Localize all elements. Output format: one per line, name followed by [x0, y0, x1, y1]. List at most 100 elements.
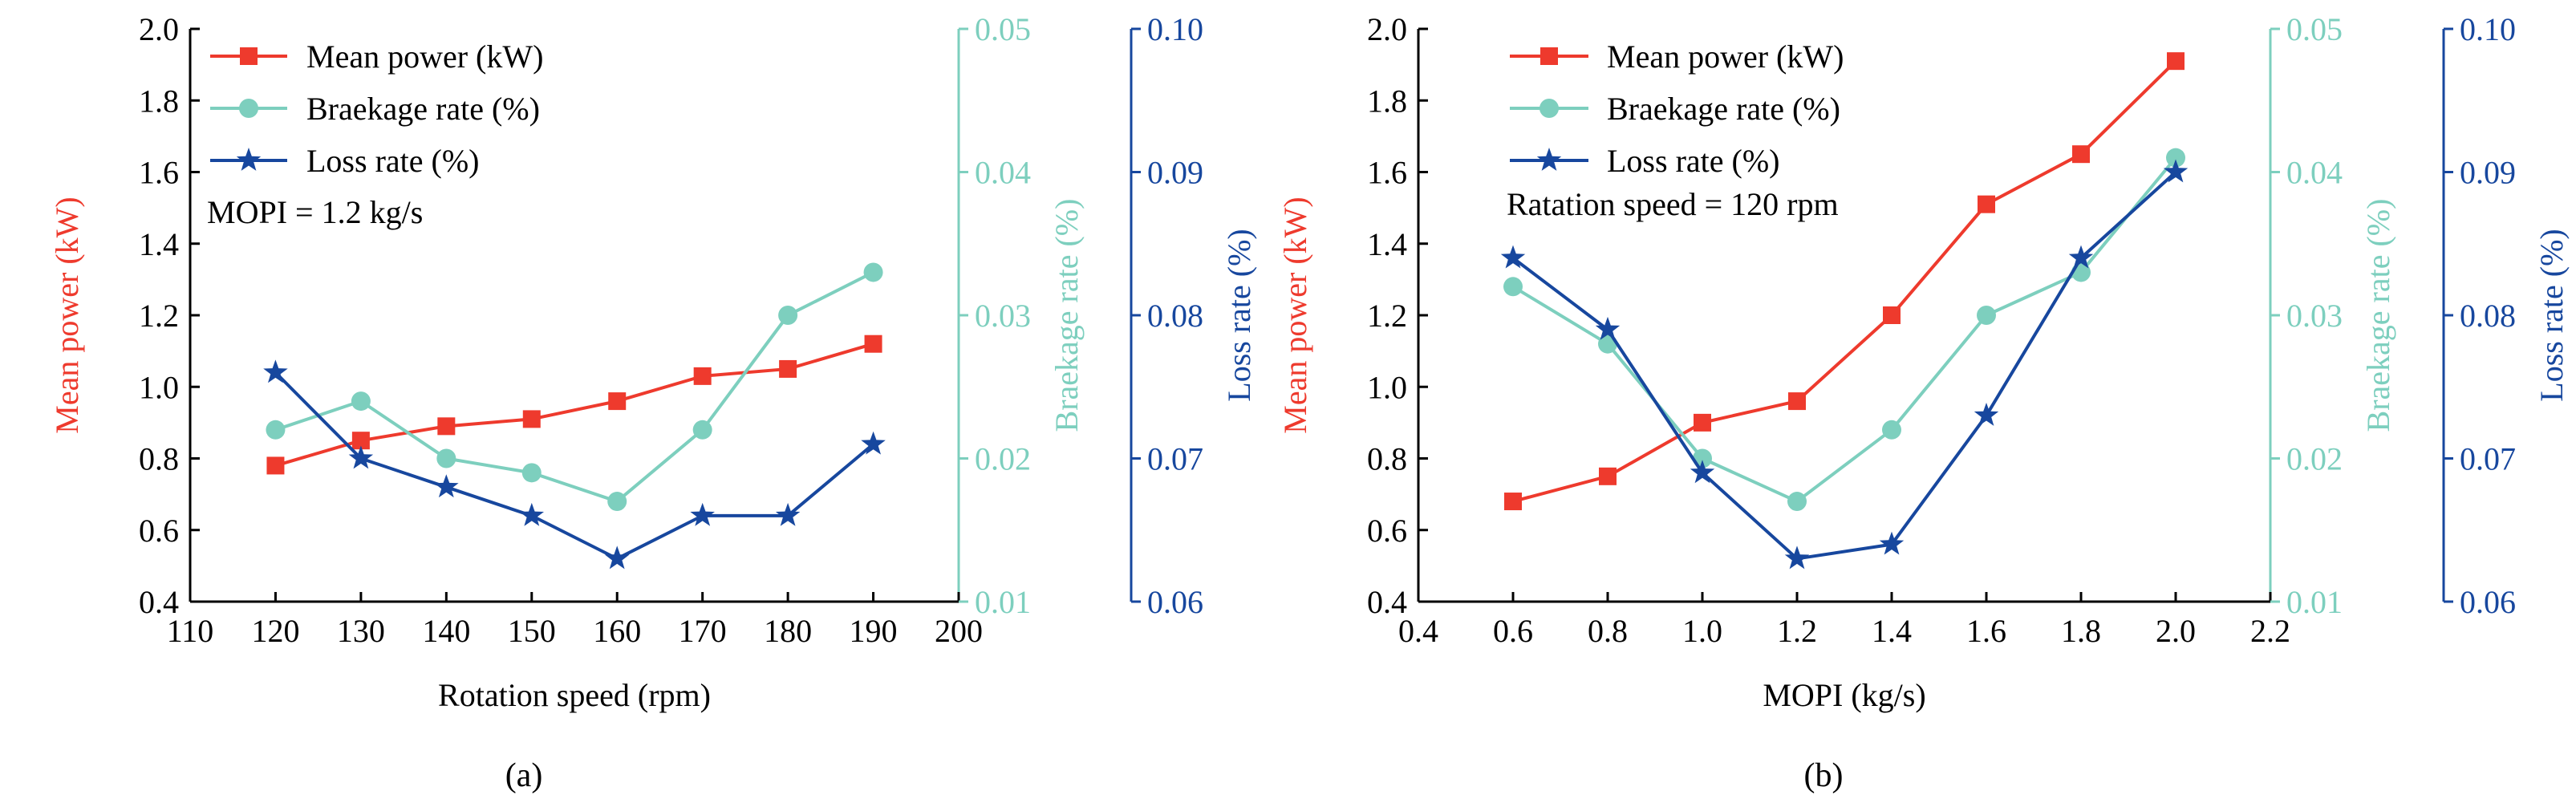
loss-rate-point — [690, 502, 715, 526]
loss-axis-label: Loss rate (%) — [1221, 229, 1257, 401]
loss-rate-point — [1690, 460, 1715, 484]
mean-power-line — [1512, 59, 2177, 503]
loss-rate-point — [2068, 245, 2094, 269]
power-tick-label: 1.0 — [1367, 369, 1407, 405]
mean-power-point — [1978, 195, 1995, 213]
power-tick-label: 1.2 — [139, 298, 179, 334]
breakage-tick-label: 0.04 — [975, 155, 1031, 191]
legend-loss-rate-label: Loss rate (%) — [306, 143, 479, 179]
power-tick-label: 1.4 — [1367, 226, 1407, 262]
power-tick-label: 1.6 — [139, 155, 179, 191]
condition-annotation: MOPI = 1.2 kg/s — [207, 194, 423, 230]
x-tick-label: 200 — [935, 613, 983, 649]
power-tick-label: 1.2 — [1367, 298, 1407, 334]
loss-rate-point — [1974, 403, 1999, 426]
mean-power-point — [437, 417, 456, 436]
x-tick-label: 130 — [337, 613, 385, 649]
legend-item-loss-rate: Loss rate (%) — [210, 143, 479, 179]
x-tick-label: 180 — [764, 613, 812, 649]
breakage-rate-point — [436, 448, 456, 468]
breakage-rate-point — [351, 391, 371, 412]
series-breakage-rate — [1503, 148, 2185, 512]
series-mean-power — [1504, 52, 2185, 511]
legend-loss-rate-marker — [1536, 148, 1562, 171]
mean-power-point — [351, 432, 370, 450]
breakage-rate-point — [1503, 277, 1523, 297]
loss-rate-line — [274, 371, 874, 561]
mean-power-point — [864, 335, 882, 353]
breakage-rate-point — [521, 463, 542, 483]
panel-label: (a) — [505, 757, 543, 794]
loss-rate-point — [519, 502, 544, 526]
power-tick-label: 0.6 — [139, 513, 179, 549]
x-tick-label: 1.6 — [1966, 613, 2006, 649]
breakage-tick-label: 0.05 — [975, 11, 1031, 47]
loss-tick-label: 0.08 — [2460, 298, 2516, 334]
loss-rate-point — [263, 359, 288, 383]
breakage-axis-label: Braekage rate (%) — [1049, 199, 1085, 432]
breakage-rate-point — [1977, 306, 1996, 325]
power-tick-label: 1.8 — [1367, 83, 1407, 119]
legend-breakage-rate-label: Braekage rate (%) — [1607, 91, 1840, 127]
loss-rate-point — [605, 545, 630, 570]
loss-tick-label: 0.07 — [2460, 441, 2516, 477]
breakage-axis-label: Braekage rate (%) — [2360, 199, 2396, 432]
legend-mean-power-label: Mean power (kW) — [306, 39, 543, 75]
x-tick-label: 140 — [422, 613, 470, 649]
loss-axis-label: Loss rate (%) — [2533, 229, 2570, 401]
x-tick-label: 110 — [167, 613, 214, 649]
legend-item-mean-power: Mean power (kW) — [210, 39, 543, 75]
x-tick-label: 160 — [593, 613, 641, 649]
loss-tick-label: 0.10 — [1147, 11, 1203, 47]
legend-mean-power-label: Mean power (kW) — [1607, 39, 1844, 75]
loss-rate-point — [1879, 531, 1905, 555]
power-tick-label: 2.0 — [139, 11, 179, 47]
x-tick-label: 1.2 — [1777, 613, 1817, 649]
power-tick-label: 1.4 — [139, 226, 179, 262]
power-tick-label: 1.6 — [1367, 155, 1407, 191]
series-loss-rate — [1500, 159, 2189, 570]
panel-a: 110 120 130 140 150 160 170 180 190 200 0.4 0.6 0.8 1… — [49, 11, 1257, 794]
x-tick-label: 0.6 — [1493, 613, 1533, 649]
loss-tick-label: 0.06 — [2460, 584, 2516, 620]
x-tick-label: 1.4 — [1872, 613, 1912, 649]
mean-power-point — [266, 456, 285, 475]
loss-rate-point — [1595, 316, 1621, 340]
mean-power-point — [1599, 467, 1617, 485]
breakage-rate-point — [692, 420, 712, 440]
loss-rate-point — [1784, 545, 1810, 570]
x-axis-label: MOPI (kg/s) — [1763, 677, 1925, 713]
legend-item-breakage-rate: Braekage rate (%) — [1510, 91, 1840, 127]
x-tick-label: 0.4 — [1398, 613, 1438, 649]
breakage-rate-point — [1787, 492, 1807, 512]
series-mean-power — [266, 335, 882, 475]
breakage-rate-point — [778, 306, 798, 325]
breakage-tick-label: 0.05 — [2286, 11, 2343, 47]
loss-rate-point — [1500, 245, 1526, 269]
loss-rate-point — [2163, 159, 2189, 183]
x-tick-label: 120 — [251, 613, 299, 649]
legend-loss-rate-label: Loss rate (%) — [1607, 143, 1779, 179]
breakage-tick-label: 0.01 — [2286, 584, 2343, 620]
mean-power-point — [779, 359, 797, 378]
loss-rate-point — [434, 474, 459, 498]
loss-rate-point — [861, 431, 886, 455]
power-tick-label: 0.8 — [139, 441, 179, 477]
breakage-rate-line — [1511, 156, 2177, 504]
legend-loss-rate-marker — [236, 148, 262, 171]
x-axis-label: Rotation speed (rpm) — [438, 677, 711, 713]
legend-item-mean-power: Mean power (kW) — [1510, 39, 1844, 75]
series-loss-rate — [263, 359, 886, 570]
power-tick-label: 1.8 — [139, 83, 179, 119]
panel-label: (b) — [1804, 757, 1844, 794]
x-tick-label: 190 — [850, 613, 898, 649]
loss-rate-line — [1511, 171, 2177, 561]
power-tick-label: 1.0 — [139, 369, 179, 405]
loss-tick-label: 0.10 — [2460, 11, 2516, 47]
loss-tick-label: 0.07 — [1147, 441, 1203, 477]
breakage-rate-line — [274, 270, 874, 504]
breakage-rate-point — [2166, 148, 2185, 168]
x-tick-label: 0.8 — [1588, 613, 1628, 649]
series-breakage-rate — [266, 262, 883, 512]
